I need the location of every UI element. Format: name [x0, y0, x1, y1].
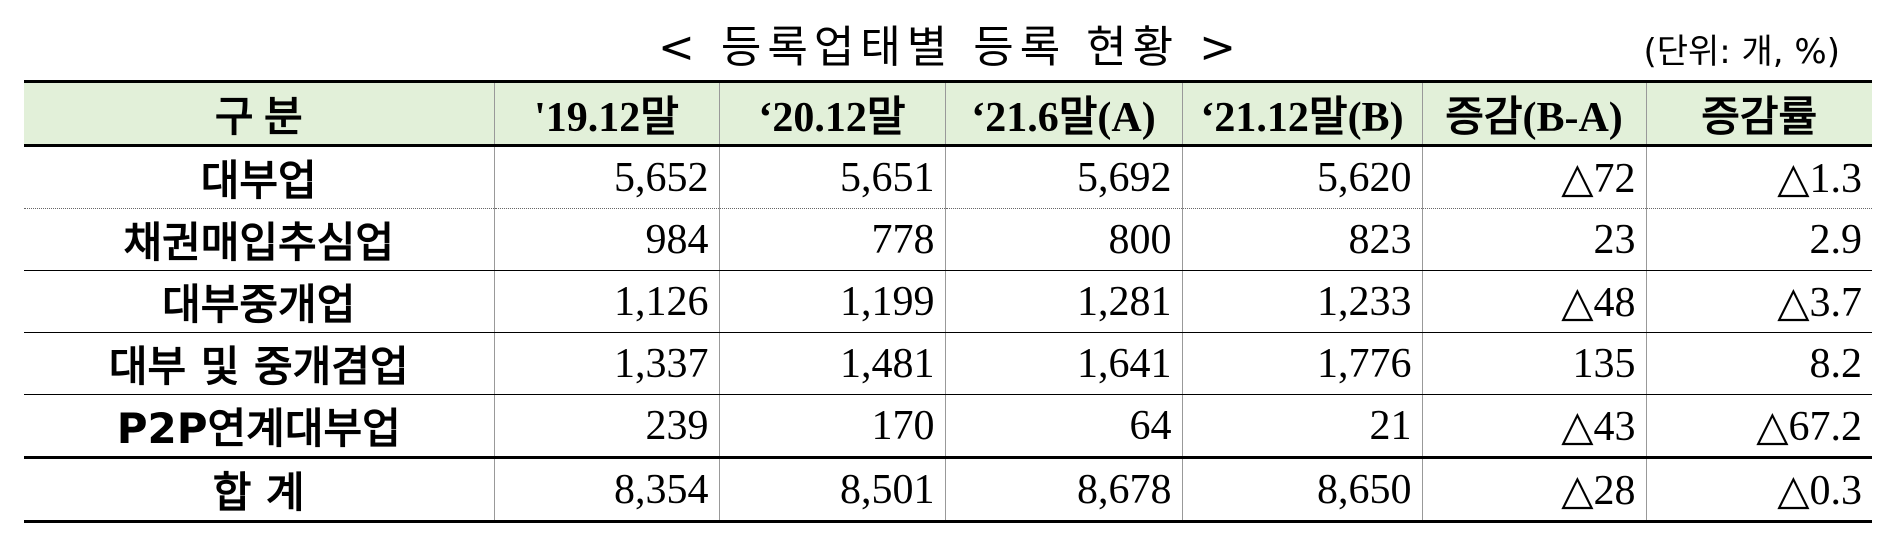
- value-cell: 64: [944, 394, 1182, 458]
- value-cell: 823: [1181, 208, 1422, 271]
- table-row: 대부업 5,652 5,651 5,692 5,620 △72 △1.3: [24, 145, 1872, 209]
- value-cell: 8,501: [718, 456, 945, 523]
- header-cell: ‘21.6말(A): [944, 81, 1182, 146]
- header-cell: ‘21.12말(B): [1181, 81, 1422, 146]
- table-row: 합 계 8,354 8,501 8,678 8,650 △28 △0.3: [24, 456, 1872, 523]
- value-cell: △0.3: [1645, 456, 1872, 523]
- header-cell: 구 분: [214, 95, 303, 141]
- value-cell: 8.2: [1645, 332, 1872, 395]
- header-row: 구 분 '19.12말 ‘20.12말 ‘21.6말(A) ‘21.12말(B) 증감(B…: [24, 81, 1872, 146]
- value-cell: △43: [1421, 394, 1646, 458]
- table-row: 대부중개업 1,126 1,199 1,281 1,233 △48 △3.7: [24, 270, 1872, 333]
- value-cell: 1,126: [493, 270, 719, 333]
- value-cell: △72: [1421, 145, 1646, 209]
- status-table: 구 분 '19.12말 ‘20.12말 ‘21.6말(A) ‘21.12말(B) 증감(B…: [24, 80, 1872, 523]
- unit-note: (단위: 개, %): [1643, 32, 1840, 72]
- value-cell: 800: [944, 208, 1182, 271]
- value-cell: 778: [718, 208, 945, 271]
- row-label: 합 계: [24, 456, 494, 523]
- value-cell: △48: [1421, 270, 1646, 333]
- value-cell: 8,650: [1181, 456, 1422, 523]
- value-cell: 1,776: [1181, 332, 1422, 395]
- value-cell: 1,233: [1181, 270, 1422, 333]
- value-cell: 239: [493, 394, 719, 458]
- header-cell: 증감(B-A): [1421, 81, 1646, 146]
- value-cell: 1,337: [493, 332, 719, 395]
- row-label: 대부 및 중개겸업: [24, 332, 494, 395]
- value-cell: 1,641: [944, 332, 1182, 395]
- value-cell: △67.2: [1645, 394, 1872, 458]
- value-cell: 2.9: [1645, 208, 1872, 271]
- table-row: 대부 및 중개겸업 1,337 1,481 1,641 1,776 135 8.2: [24, 332, 1872, 395]
- value-cell: 5,652: [493, 145, 719, 209]
- table-row: 채권매입추심업 984 778 800 823 23 2.9: [24, 208, 1872, 271]
- header-cell: 증감률: [1645, 81, 1872, 146]
- value-cell: 1,281: [944, 270, 1182, 333]
- title: < 등록업태별 등록 현황 >: [658, 22, 1242, 73]
- value-cell: 170: [718, 394, 945, 458]
- value-cell: △28: [1421, 456, 1646, 523]
- value-cell: 984: [493, 208, 719, 271]
- value-cell: △3.7: [1645, 270, 1872, 333]
- value-cell: 21: [1181, 394, 1422, 458]
- row-label: 대부중개업: [24, 270, 494, 333]
- row-label: 대부업: [24, 145, 494, 209]
- value-cell: 1,481: [718, 332, 945, 395]
- value-cell: 135: [1421, 332, 1646, 395]
- value-cell: 8,354: [493, 456, 719, 523]
- row-label: P2P연계대부업: [24, 394, 494, 458]
- table-row: P2P연계대부업 239 170 64 21 △43 △67.2: [24, 394, 1872, 458]
- value-cell: △1.3: [1645, 145, 1872, 209]
- value-cell: 5,692: [944, 145, 1182, 209]
- header-cell: ‘20.12말: [718, 81, 945, 146]
- value-cell: 5,620: [1181, 145, 1422, 209]
- header-cell: '19.12말: [493, 81, 719, 146]
- value-cell: 5,651: [718, 145, 945, 209]
- value-cell: 1,199: [718, 270, 945, 333]
- value-cell: 8,678: [944, 456, 1182, 523]
- row-label: 채권매입추심업: [24, 208, 494, 271]
- value-cell: 23: [1421, 208, 1646, 271]
